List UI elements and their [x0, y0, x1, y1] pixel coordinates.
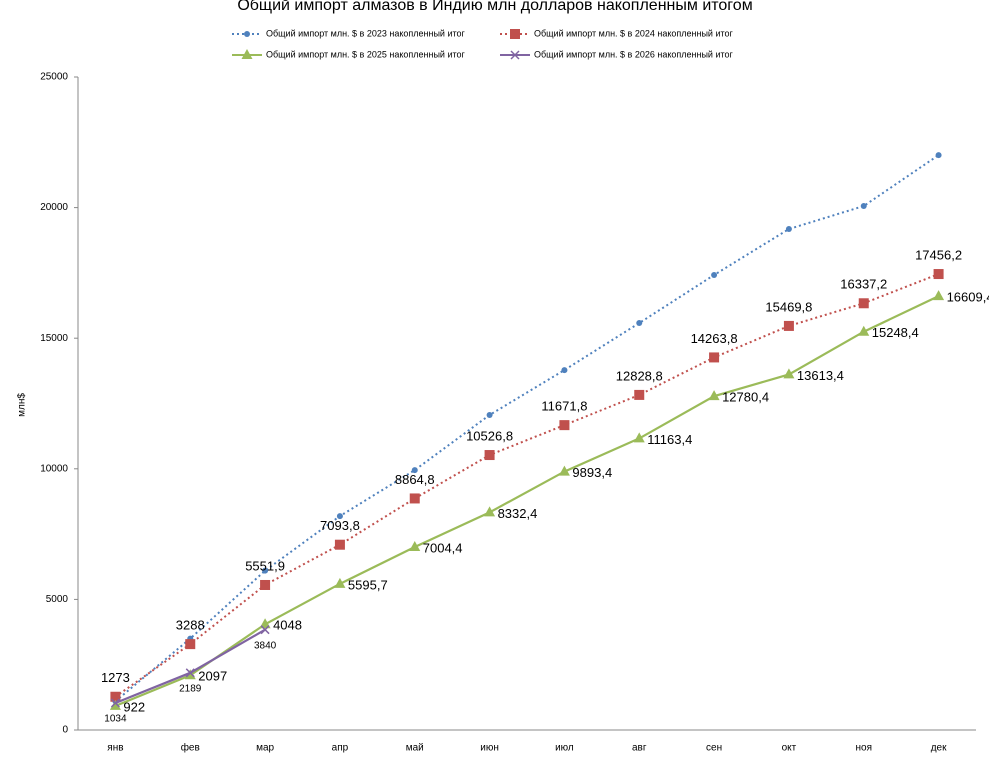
point: [259, 618, 271, 629]
data-label: 9893,4: [572, 465, 612, 480]
point: [260, 579, 271, 590]
legend-marker: [241, 49, 253, 59]
point: [185, 639, 196, 650]
x-tick-label: янв: [107, 743, 123, 754]
x-tick-label: апр: [332, 743, 349, 754]
x-tick-label: сен: [706, 743, 722, 754]
x-tick-label: ноя: [856, 743, 873, 754]
x-tick-label: июл: [555, 743, 574, 754]
point: [634, 389, 645, 400]
point: [708, 390, 720, 401]
x-tick-label: июн: [480, 743, 499, 754]
x-tick-label: авг: [632, 743, 647, 754]
series-line: [114, 295, 940, 707]
point: [484, 450, 495, 461]
point: [860, 203, 867, 210]
x-tick-label: мар: [256, 743, 274, 754]
chart-title: Общий импорт алмазов в Индию млн долларо…: [237, 0, 752, 14]
data-label: 3840: [254, 640, 277, 651]
legend-marker: [244, 31, 250, 37]
series-line: [114, 273, 939, 698]
point: [262, 567, 269, 574]
data-label: 10526,8: [466, 428, 513, 443]
point: [559, 420, 570, 431]
data-label: 15469,8: [765, 299, 812, 314]
data-label: 5551,9: [245, 558, 285, 573]
data-label: 16609,4: [947, 290, 989, 305]
point: [709, 352, 720, 363]
legend-marker: [510, 29, 520, 39]
data-label: 11163,4: [647, 432, 692, 447]
data-label: 4048: [273, 618, 302, 633]
point: [110, 698, 120, 708]
y-tick-label: 15000: [40, 333, 68, 344]
data-label: 8864,8: [395, 472, 435, 487]
data-label: 7093,8: [320, 518, 360, 533]
point: [783, 320, 794, 331]
data-label: 13613,4: [797, 368, 844, 383]
data-label: 922: [123, 699, 145, 714]
point: [933, 269, 944, 280]
legend-label: Общий импорт млн. $ в 2024 накопленный и…: [534, 28, 733, 38]
point: [409, 493, 420, 504]
point: [110, 691, 121, 702]
point: [185, 668, 195, 678]
x-tick-label: дек: [931, 743, 947, 754]
point: [935, 152, 942, 159]
point: [561, 367, 568, 374]
point: [486, 411, 493, 418]
data-label: 17456,2: [915, 247, 962, 262]
point: [858, 298, 869, 309]
x-tick-label: май: [406, 743, 424, 754]
point: [785, 226, 792, 233]
data-label: 7004,4: [423, 540, 463, 555]
y-tick-label: 25000: [40, 72, 68, 83]
data-label: 16337,2: [840, 277, 887, 292]
data-label: 1034: [104, 714, 127, 725]
legend-label: Общий импорт млн. $ в 2025 накопленный и…: [266, 49, 465, 59]
data-label: 15248,4: [872, 325, 919, 340]
legend-label: Общий импорт млн. $ в 2026 накопленный и…: [534, 49, 733, 59]
point: [184, 669, 196, 680]
point: [711, 271, 718, 278]
point: [933, 290, 945, 301]
point: [783, 368, 795, 379]
y-tick-label: 20000: [40, 202, 68, 213]
point: [558, 465, 570, 476]
point: [858, 325, 870, 336]
data-label: 2097: [198, 669, 227, 684]
point: [411, 467, 418, 474]
data-label: 5595,7: [348, 577, 388, 592]
data-label: 12828,8: [616, 368, 663, 383]
legend-label: Общий импорт млн. $ в 2023 накопленный и…: [266, 28, 465, 38]
point: [484, 506, 496, 517]
x-tick-label: фев: [181, 742, 200, 754]
y-tick-label: 0: [62, 725, 68, 736]
point: [334, 577, 346, 588]
data-label: 14263,8: [691, 331, 738, 346]
data-label: 8332,4: [498, 506, 538, 521]
data-label: 1273: [101, 670, 130, 685]
series-line: [114, 154, 940, 703]
point: [109, 699, 121, 710]
point: [636, 320, 643, 327]
data-label: 2189: [179, 683, 202, 694]
x-tick-label: окт: [782, 743, 797, 754]
point: [633, 432, 645, 443]
y-axis-label: млн$: [17, 393, 28, 417]
data-label: 3288: [176, 618, 205, 633]
legend-marker: [510, 50, 520, 60]
point: [260, 625, 270, 635]
y-tick-label: 10000: [40, 463, 68, 474]
y-tick-label: 5000: [46, 594, 69, 605]
point: [334, 539, 345, 550]
data-label: 12780,4: [722, 390, 769, 405]
point: [409, 541, 421, 552]
data-label: 11671,8: [541, 399, 587, 414]
point: [336, 513, 343, 520]
